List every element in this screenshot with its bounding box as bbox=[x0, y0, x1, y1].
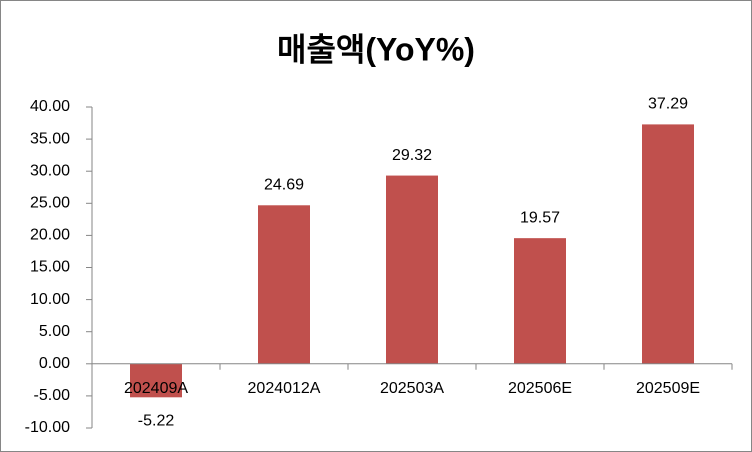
y-tick-label: 30.00 bbox=[30, 162, 70, 179]
y-tick-label: 20.00 bbox=[30, 227, 70, 244]
x-tick-label: 202503A bbox=[380, 380, 444, 397]
bar bbox=[514, 238, 566, 364]
data-label: 37.29 bbox=[648, 96, 688, 113]
x-tick-label: 2024012A bbox=[248, 380, 321, 397]
bar bbox=[258, 205, 310, 364]
data-label: 29.32 bbox=[392, 147, 432, 164]
x-tick-label: 202506E bbox=[508, 380, 572, 397]
y-tick-label: 0.00 bbox=[39, 355, 70, 372]
y-tick-label: 5.00 bbox=[39, 323, 70, 340]
y-tick-label: 15.00 bbox=[30, 259, 70, 276]
bar bbox=[642, 124, 694, 364]
y-tick-label: -5.00 bbox=[34, 387, 71, 404]
y-tick-label: 25.00 bbox=[30, 195, 70, 212]
data-label: 24.69 bbox=[264, 177, 304, 194]
chart-title: 매출액(YoY%) bbox=[277, 31, 475, 67]
y-tick-label: 10.00 bbox=[30, 291, 70, 308]
y-tick-label: 35.00 bbox=[30, 130, 70, 147]
x-tick-label: 202409A bbox=[124, 380, 188, 397]
y-tick-label: 40.00 bbox=[30, 98, 70, 115]
data-label: 19.57 bbox=[520, 209, 560, 226]
y-tick-label: -10.00 bbox=[25, 419, 70, 436]
bar bbox=[386, 175, 438, 364]
data-label: -5.22 bbox=[138, 413, 175, 430]
bar bbox=[130, 363, 182, 398]
x-tick-label: 202509E bbox=[636, 380, 700, 397]
